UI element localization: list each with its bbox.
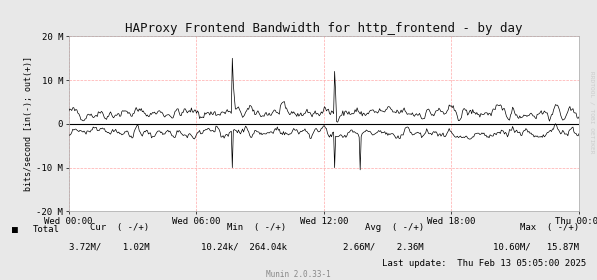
Text: 10.60M/   15.87M: 10.60M/ 15.87M <box>493 242 579 251</box>
Text: 10.24k/  264.04k: 10.24k/ 264.04k <box>201 242 287 251</box>
Text: Total: Total <box>33 225 60 234</box>
Text: Max  ( -/+): Max ( -/+) <box>520 223 579 232</box>
Text: 2.66M/    2.36M: 2.66M/ 2.36M <box>343 242 424 251</box>
Text: RRDTOOL / TOBI OETIKER: RRDTOOL / TOBI OETIKER <box>589 71 594 153</box>
Text: Last update:  Thu Feb 13 05:05:00 2025: Last update: Thu Feb 13 05:05:00 2025 <box>382 259 586 268</box>
Text: Munin 2.0.33-1: Munin 2.0.33-1 <box>266 270 331 279</box>
Text: ■: ■ <box>12 225 18 235</box>
Y-axis label: bits/second [in(-); out(+)]: bits/second [in(-); out(+)] <box>24 56 33 192</box>
Text: Cur  ( -/+): Cur ( -/+) <box>90 223 149 232</box>
Text: Min  ( -/+): Min ( -/+) <box>227 223 287 232</box>
Text: 3.72M/    1.02M: 3.72M/ 1.02M <box>69 242 149 251</box>
Text: Avg  ( -/+): Avg ( -/+) <box>365 223 424 232</box>
Title: HAProxy Frontend Bandwidth for http_frontend - by day: HAProxy Frontend Bandwidth for http_fron… <box>125 22 522 35</box>
